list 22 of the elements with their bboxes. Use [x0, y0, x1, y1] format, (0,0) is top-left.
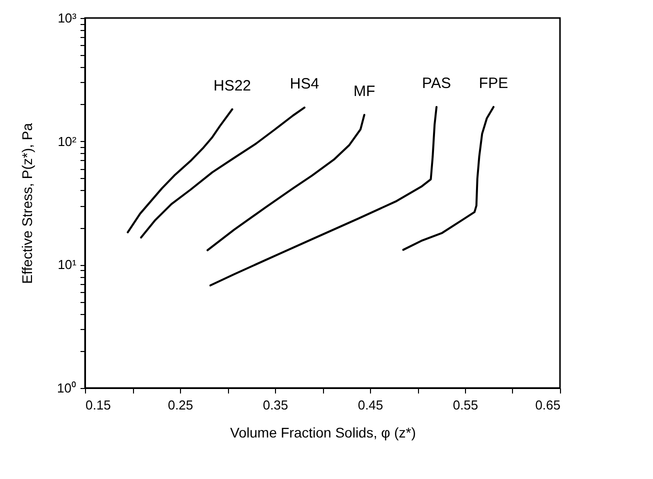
- line-series: [209, 106, 438, 286]
- line-series: [126, 108, 234, 234]
- y-tick-label: 10²: [58, 134, 78, 149]
- y-tick-label: 10¹: [58, 257, 78, 272]
- series-label: PAS: [422, 74, 451, 92]
- x-tick-label: 0.25: [168, 398, 194, 412]
- series-label: HS22: [213, 77, 252, 94]
- y-tick-label: 10³: [58, 10, 78, 26]
- line-series: [402, 106, 494, 251]
- x-tick-label: 0.45: [358, 398, 384, 412]
- y-tick-label: 10⁰: [57, 380, 76, 396]
- line-series: [206, 114, 366, 252]
- series-label: FPE: [478, 74, 508, 92]
- x-tick-label: 0.55: [452, 398, 478, 412]
- x-tick-label: 0.35: [262, 398, 288, 412]
- x-axis-title: Volume Fraction Solids, φ (z*): [230, 424, 416, 440]
- x-tick-label: 0.15: [86, 398, 111, 412]
- x-tick-label: 0.65: [535, 398, 560, 412]
- series-label: MF: [353, 82, 376, 100]
- y-axis-title: Effective Stress, P(z*), Pa: [19, 122, 36, 284]
- line-series: [140, 106, 306, 239]
- series-label: HS4: [290, 76, 320, 93]
